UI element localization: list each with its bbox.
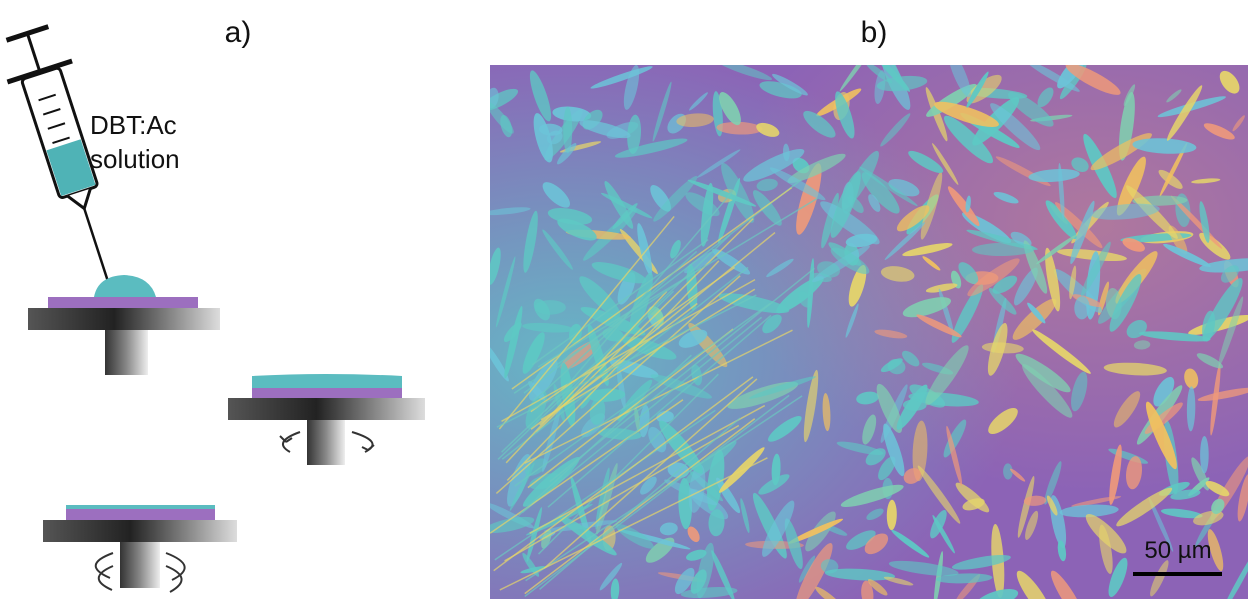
syringe-label: DBT:Ac [90, 110, 177, 140]
figure: a) b) DBT:Ac solution [0, 0, 1248, 599]
panel-label: a) [225, 16, 252, 49]
syringe-label: solution [90, 144, 180, 174]
scale-bar-label: 50 µm [1144, 537, 1211, 564]
panel-label: b) [861, 16, 888, 49]
crystal [535, 300, 566, 315]
page: a) b) DBT:Ac solution [0, 0, 1248, 599]
spin-coater-stage [228, 374, 425, 465]
spin-coater-stage [43, 505, 237, 592]
crystal [1200, 436, 1209, 474]
micrograph [478, 39, 1248, 599]
spin-coater-stage [28, 275, 220, 375]
